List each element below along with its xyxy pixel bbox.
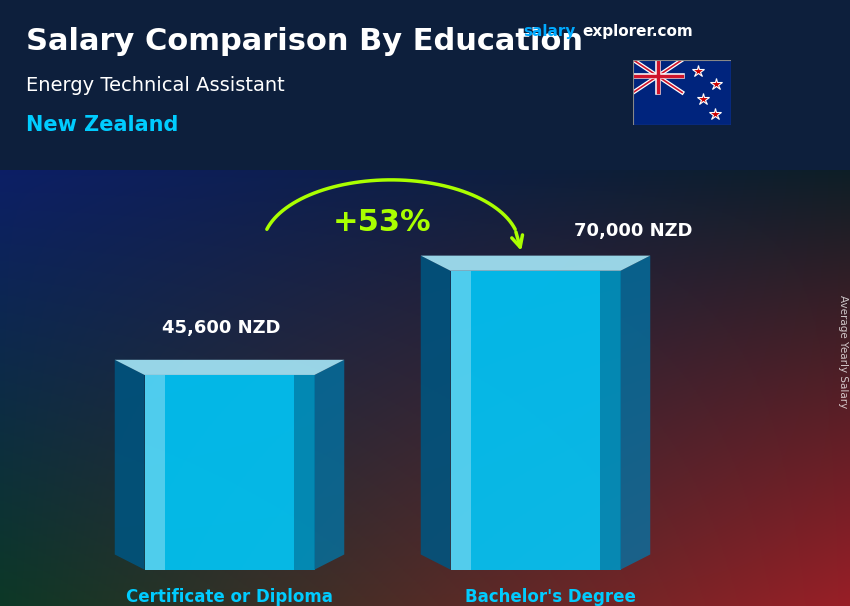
Text: salary: salary <box>523 24 575 39</box>
Polygon shape <box>450 271 471 570</box>
Polygon shape <box>314 360 344 570</box>
Text: Salary Comparison By Education: Salary Comparison By Education <box>26 27 582 56</box>
Polygon shape <box>421 256 650 271</box>
Polygon shape <box>600 271 620 570</box>
Text: explorer.com: explorer.com <box>582 24 693 39</box>
Polygon shape <box>294 375 314 570</box>
Polygon shape <box>144 375 165 570</box>
Text: 45,600 NZD: 45,600 NZD <box>162 319 280 337</box>
Polygon shape <box>144 375 314 570</box>
Polygon shape <box>0 0 850 170</box>
Polygon shape <box>0 0 850 182</box>
Text: Certificate or Diploma: Certificate or Diploma <box>126 588 333 606</box>
Polygon shape <box>115 360 145 570</box>
Text: +53%: +53% <box>333 208 432 237</box>
Text: Average Yearly Salary: Average Yearly Salary <box>838 295 848 408</box>
Text: Bachelor's Degree: Bachelor's Degree <box>465 588 636 606</box>
Polygon shape <box>421 256 450 570</box>
Polygon shape <box>620 256 650 570</box>
Text: Energy Technical Assistant: Energy Technical Assistant <box>26 76 284 95</box>
Polygon shape <box>450 271 620 570</box>
Text: New Zealand: New Zealand <box>26 115 178 135</box>
Text: 70,000 NZD: 70,000 NZD <box>574 222 693 241</box>
Polygon shape <box>115 360 344 375</box>
